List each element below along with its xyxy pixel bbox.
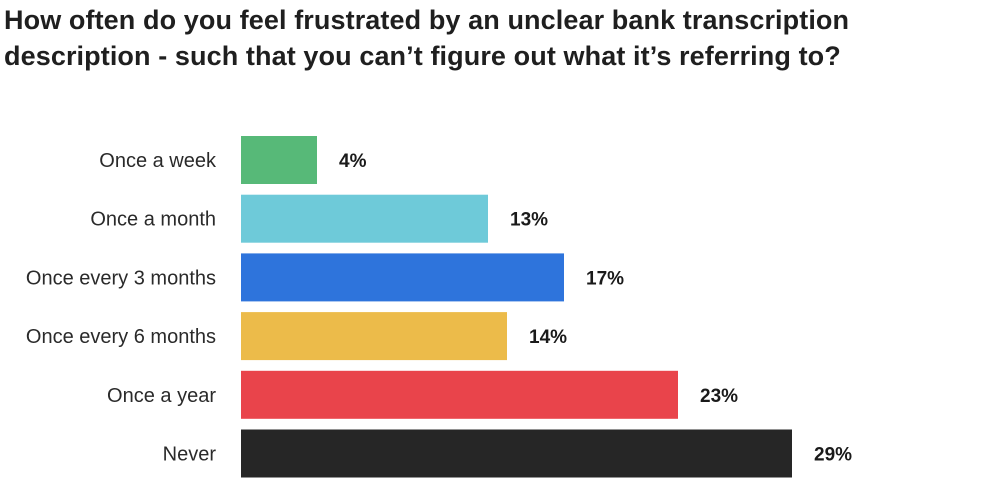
- value-label: 29%: [814, 445, 852, 466]
- bar-4: [241, 312, 507, 361]
- category-label: Once a week: [99, 150, 217, 172]
- bar-5: [241, 370, 678, 419]
- bar-1: [241, 136, 317, 184]
- category-label: Once every 6 months: [26, 326, 216, 348]
- value-label: 17%: [586, 268, 624, 289]
- bars-layer: Once a week 4% Once a month 13% Once every 3…: [26, 136, 852, 478]
- value-label: 4%: [339, 151, 367, 172]
- value-label: 14%: [529, 327, 567, 348]
- bar-6: [241, 429, 792, 478]
- bar-3: [241, 253, 564, 302]
- bar-2: [241, 194, 488, 243]
- category-label: Never: [163, 444, 217, 466]
- chart-title: How often do you feel frustrated by an u…: [4, 5, 850, 71]
- value-label: 13%: [510, 210, 548, 231]
- category-label: Once every 3 months: [26, 267, 216, 289]
- category-label: Once a year: [107, 385, 216, 407]
- category-label: Once a month: [90, 209, 216, 231]
- value-label: 23%: [700, 386, 738, 407]
